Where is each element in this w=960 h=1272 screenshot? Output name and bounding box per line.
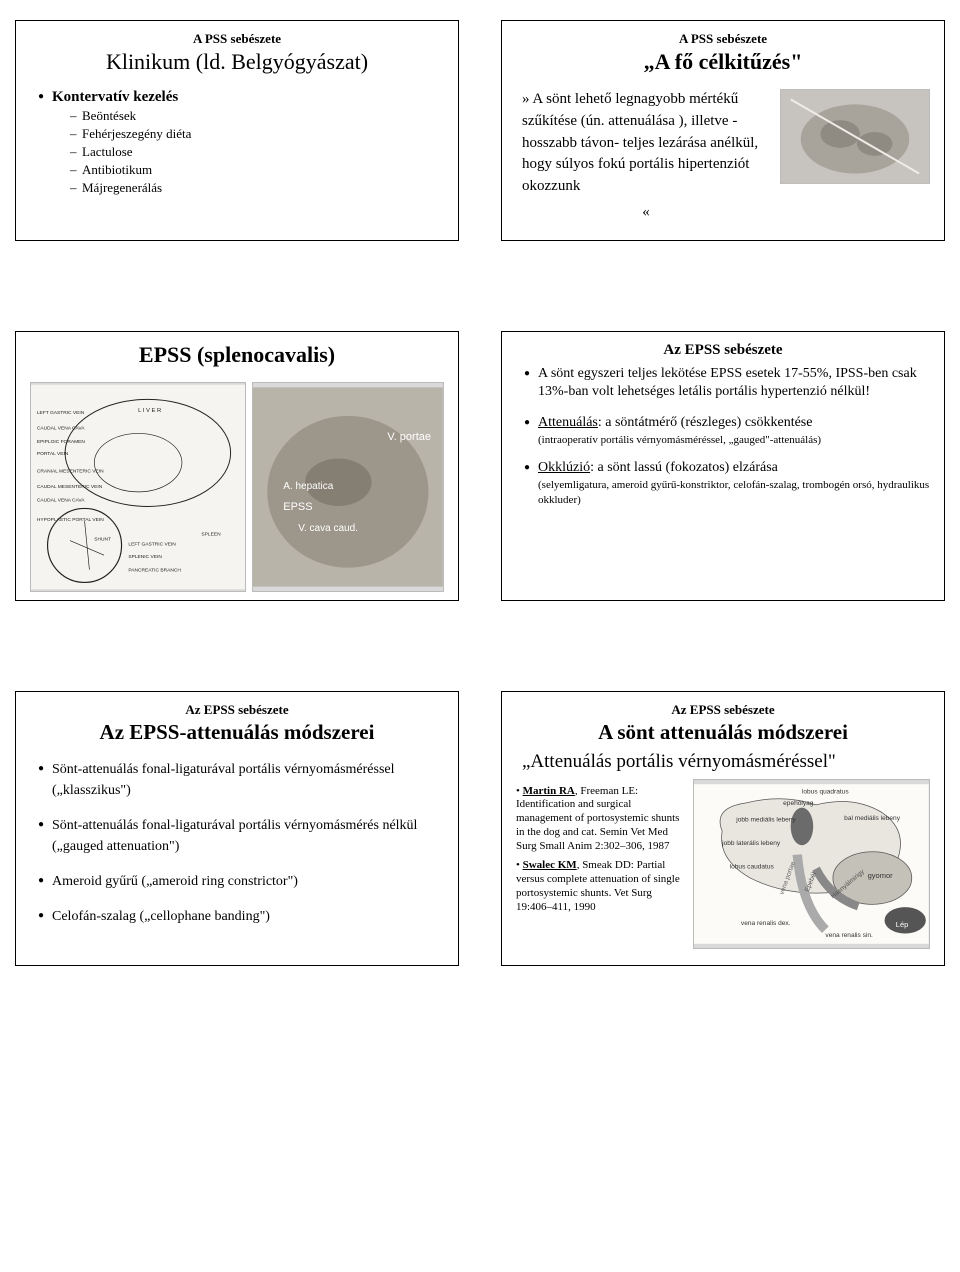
slide-2: A PSS sebészete „A fő célkitűzés" » A sö… bbox=[501, 20, 945, 241]
slide2-title: „A fő célkitűzés" bbox=[516, 49, 930, 75]
slide3-title: EPSS (splenocavalis) bbox=[30, 342, 444, 368]
slide-grid: A PSS sebészete Klinikum (ld. Belgyógyás… bbox=[15, 20, 945, 966]
slide6-ref2: • Swalec KM, Smeak DD: Partial versus co… bbox=[516, 859, 687, 914]
slide1-sub: Májregenerálás bbox=[70, 180, 444, 196]
slide1-bullet: Kontervatív kezelés Beöntések Fehérjesze… bbox=[38, 89, 444, 196]
slide2-body-text: » A sönt lehető legnagyobb mértékű szűkí… bbox=[522, 91, 758, 194]
slide5-title: Az EPSS-attenuálás módszerei bbox=[30, 720, 444, 745]
slide4-item1: A sönt egyszeri teljes lekötése EPSS ese… bbox=[524, 365, 930, 403]
surgical-photo-labeled: V. portae A. hepatica EPSS V. cava caud. bbox=[252, 382, 444, 592]
slide5-kicker: Az EPSS sebészete bbox=[30, 702, 444, 718]
slide1-sub: Antibiotikum bbox=[70, 162, 444, 178]
svg-text:L I V E R: L I V E R bbox=[138, 408, 161, 414]
svg-text:gyomor: gyomor bbox=[868, 871, 894, 880]
slide5-item: Sönt-attenuálás fonal-ligaturával portál… bbox=[38, 759, 444, 801]
anatomy-line-drawing: LEFT GASTRIC VEIN CAUDAL VENA CAVA EPIPL… bbox=[30, 382, 246, 592]
svg-text:CAUDAL VENA CAVA: CAUDAL VENA CAVA bbox=[37, 425, 85, 431]
slide2-body: » A sönt lehető legnagyobb mértékű szűkí… bbox=[516, 89, 770, 224]
slide4-item2: Attenuálás: a söntátmérő (részleges) csö… bbox=[524, 414, 930, 447]
slide5-item: Celofán-szalag („cellophane banding") bbox=[38, 906, 444, 927]
slide6-ref1: • Martin RA, Freeman LE: Identification … bbox=[516, 785, 687, 854]
svg-text:epehólyag: epehólyag bbox=[784, 799, 815, 806]
svg-text:Lép: Lép bbox=[896, 919, 909, 928]
svg-text:CRANIAL MESENTERIC VEIN: CRANIAL MESENTERIC VEIN bbox=[37, 468, 104, 474]
svg-text:bal mediális lebeny: bal mediális lebeny bbox=[845, 814, 902, 821]
svg-text:SHUNT: SHUNT bbox=[94, 536, 111, 542]
slide2-body-close: « bbox=[522, 202, 770, 224]
slide1-sub: Lactulose bbox=[70, 144, 444, 160]
slide4-kicker: Az EPSS sebészete bbox=[516, 342, 930, 359]
slide4-item3: Okklúzió: a sönt lassú (fokozatos) elzár… bbox=[524, 459, 930, 506]
svg-text:SPLENIC VEIN: SPLENIC VEIN bbox=[128, 554, 162, 560]
slide4-item2-sub: (intraoperatív portális vérnyomásmérésse… bbox=[538, 433, 930, 447]
svg-text:vena renalis dex.: vena renalis dex. bbox=[741, 920, 791, 927]
svg-text:LEFT GASTRIC VEIN: LEFT GASTRIC VEIN bbox=[37, 409, 85, 415]
liver-anatomy-diagram: lobus quadratus epehólyag jobb mediális … bbox=[693, 779, 930, 949]
svg-text:HYPOPLASTIC PORTAL VEIN: HYPOPLASTIC PORTAL VEIN bbox=[37, 517, 104, 523]
slide-1: A PSS sebészete Klinikum (ld. Belgyógyás… bbox=[15, 20, 459, 241]
slide1-kicker: A PSS sebészete bbox=[30, 31, 444, 47]
slide1-sub: Beöntések bbox=[70, 108, 444, 124]
slide4-item2-lead: Attenuálás bbox=[538, 415, 598, 430]
slide-3: EPSS (splenocavalis) LEFT GASTRIC VEIN C… bbox=[15, 331, 459, 601]
svg-text:LEFT GASTRIC VEIN: LEFT GASTRIC VEIN bbox=[128, 541, 176, 547]
slide4-item3-lead: Okklúzió bbox=[538, 460, 590, 475]
slide1-bullet-label: Kontervatív kezelés bbox=[52, 89, 178, 105]
slide-5: Az EPSS sebészete Az EPSS-attenuálás mód… bbox=[15, 691, 459, 966]
slide1-title: Klinikum (ld. Belgyógyászat) bbox=[30, 49, 444, 75]
svg-text:jobb mediális lebeny: jobb mediális lebeny bbox=[736, 816, 797, 823]
svg-text:SPLEEN: SPLEEN bbox=[201, 531, 221, 537]
slide6-kicker: Az EPSS sebészete bbox=[516, 702, 930, 718]
slide5-item: Ameroid gyűrű („ameroid ring constrictor… bbox=[38, 871, 444, 892]
photo-label: A. hepatica bbox=[283, 481, 333, 492]
surgical-photo bbox=[780, 89, 930, 184]
svg-text:PANCREATIC BRANCH: PANCREATIC BRANCH bbox=[128, 567, 181, 573]
photo-label: V. portae bbox=[387, 431, 431, 443]
svg-text:PORTAL VEIN: PORTAL VEIN bbox=[37, 450, 69, 456]
svg-text:vena renalis sin.: vena renalis sin. bbox=[826, 932, 874, 939]
svg-text:CAUDAL MESENTERIC VEIN: CAUDAL MESENTERIC VEIN bbox=[37, 483, 103, 489]
slide6-title: A sönt attenuálás módszerei bbox=[516, 720, 930, 745]
svg-text:jobb laterális lebeny: jobb laterális lebeny bbox=[722, 840, 782, 847]
photo-label: EPSS bbox=[283, 501, 312, 513]
photo-label: V. cava caud. bbox=[298, 523, 358, 534]
slide4-item3-rest: : a sönt lassú (fokozatos) elzárása bbox=[590, 460, 778, 475]
slide5-item: Sönt-attenuálás fonal-ligaturával portál… bbox=[38, 815, 444, 857]
ref1-lead: Martin RA bbox=[523, 785, 575, 797]
svg-text:lobus caudatus: lobus caudatus bbox=[730, 863, 775, 870]
slide1-sub: Fehérjeszegény diéta bbox=[70, 126, 444, 142]
svg-text:EPIPLOIC FORAMEN: EPIPLOIC FORAMEN bbox=[37, 439, 86, 445]
slide-6: Az EPSS sebészete A sönt attenuálás móds… bbox=[501, 691, 945, 966]
slide-4: Az EPSS sebészete A sönt egyszeri teljes… bbox=[501, 331, 945, 601]
svg-text:lobus quadratus: lobus quadratus bbox=[802, 788, 849, 795]
ref2-lead: Swalec KM bbox=[523, 859, 577, 871]
slide2-kicker: A PSS sebészete bbox=[516, 31, 930, 47]
slide6-subtitle: „Attenuálás portális vérnyomásméréssel" bbox=[522, 751, 930, 773]
slide4-item2-rest: : a söntátmérő (részleges) csökkentése bbox=[598, 415, 813, 430]
slide4-item3-sub: (selyemligatura, ameroid gyűrű-konstrikt… bbox=[538, 478, 930, 507]
svg-text:CAUDAL VENA CAVA: CAUDAL VENA CAVA bbox=[37, 497, 85, 503]
